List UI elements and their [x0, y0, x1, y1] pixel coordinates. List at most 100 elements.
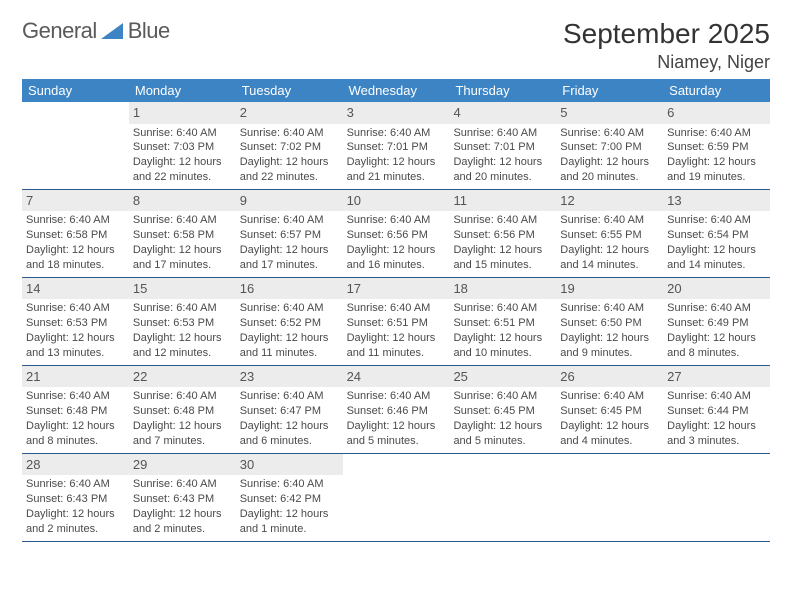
weeks-container: 1Sunrise: 6:40 AMSunset: 7:03 PMDaylight…: [22, 102, 770, 542]
day-number: 28: [22, 454, 129, 476]
sunset-text: Sunset: 7:02 PM: [240, 140, 339, 155]
week-row: 1Sunrise: 6:40 AMSunset: 7:03 PMDaylight…: [22, 102, 770, 190]
daylight-text: Daylight: 12 hours and 7 minutes.: [133, 419, 232, 449]
daylight-text: Daylight: 12 hours and 17 minutes.: [133, 243, 232, 273]
sunset-text: Sunset: 6:59 PM: [667, 140, 766, 155]
location: Niamey, Niger: [563, 52, 770, 73]
day-number: 6: [663, 102, 770, 124]
sunset-text: Sunset: 6:43 PM: [133, 492, 232, 507]
day-number: 5: [556, 102, 663, 124]
sunset-text: Sunset: 6:53 PM: [26, 316, 125, 331]
sunset-text: Sunset: 6:52 PM: [240, 316, 339, 331]
sunrise-text: Sunrise: 6:40 AM: [133, 477, 232, 492]
dow-thursday: Thursday: [449, 79, 556, 102]
sunrise-text: Sunrise: 6:40 AM: [133, 126, 232, 141]
daylight-text: Daylight: 12 hours and 2 minutes.: [133, 507, 232, 537]
day-number: 29: [129, 454, 236, 476]
sunrise-text: Sunrise: 6:40 AM: [240, 477, 339, 492]
day-number: 27: [663, 366, 770, 388]
day-number: 24: [343, 366, 450, 388]
day-cell: [663, 454, 770, 541]
sunset-text: Sunset: 6:48 PM: [26, 404, 125, 419]
daylight-text: Daylight: 12 hours and 22 minutes.: [133, 155, 232, 185]
day-number: 16: [236, 278, 343, 300]
daylight-text: Daylight: 12 hours and 2 minutes.: [26, 507, 125, 537]
week-row: 14Sunrise: 6:40 AMSunset: 6:53 PMDayligh…: [22, 278, 770, 366]
month-title: September 2025: [563, 18, 770, 50]
day-cell: 20Sunrise: 6:40 AMSunset: 6:49 PMDayligh…: [663, 278, 770, 365]
sunset-text: Sunset: 6:53 PM: [133, 316, 232, 331]
sunrise-text: Sunrise: 6:40 AM: [347, 213, 446, 228]
title-block: September 2025 Niamey, Niger: [563, 18, 770, 73]
sunrise-text: Sunrise: 6:40 AM: [240, 389, 339, 404]
dow-friday: Friday: [556, 79, 663, 102]
day-number: 12: [556, 190, 663, 212]
days-of-week-row: Sunday Monday Tuesday Wednesday Thursday…: [22, 79, 770, 102]
week-row: 28Sunrise: 6:40 AMSunset: 6:43 PMDayligh…: [22, 454, 770, 542]
sunset-text: Sunset: 6:43 PM: [26, 492, 125, 507]
sunrise-text: Sunrise: 6:40 AM: [133, 213, 232, 228]
day-number: 21: [22, 366, 129, 388]
logo-triangle-icon: [101, 23, 123, 44]
daylight-text: Daylight: 12 hours and 21 minutes.: [347, 155, 446, 185]
daylight-text: Daylight: 12 hours and 20 minutes.: [453, 155, 552, 185]
sunrise-text: Sunrise: 6:40 AM: [667, 389, 766, 404]
sunrise-text: Sunrise: 6:40 AM: [453, 213, 552, 228]
sunset-text: Sunset: 6:46 PM: [347, 404, 446, 419]
sunrise-text: Sunrise: 6:40 AM: [453, 389, 552, 404]
daylight-text: Daylight: 12 hours and 9 minutes.: [560, 331, 659, 361]
day-cell: 21Sunrise: 6:40 AMSunset: 6:48 PMDayligh…: [22, 366, 129, 453]
sunrise-text: Sunrise: 6:40 AM: [560, 126, 659, 141]
logo-text-2: Blue: [128, 18, 170, 43]
day-number: 19: [556, 278, 663, 300]
sunset-text: Sunset: 6:56 PM: [453, 228, 552, 243]
daylight-text: Daylight: 12 hours and 19 minutes.: [667, 155, 766, 185]
dow-tuesday: Tuesday: [236, 79, 343, 102]
day-number: 26: [556, 366, 663, 388]
sunset-text: Sunset: 6:54 PM: [667, 228, 766, 243]
day-cell: 11Sunrise: 6:40 AMSunset: 6:56 PMDayligh…: [449, 190, 556, 277]
day-cell: 26Sunrise: 6:40 AMSunset: 6:45 PMDayligh…: [556, 366, 663, 453]
day-number: 17: [343, 278, 450, 300]
day-number: 14: [22, 278, 129, 300]
sunrise-text: Sunrise: 6:40 AM: [133, 389, 232, 404]
sunset-text: Sunset: 6:58 PM: [133, 228, 232, 243]
dow-wednesday: Wednesday: [343, 79, 450, 102]
day-number: 10: [343, 190, 450, 212]
day-number: 2: [236, 102, 343, 124]
day-cell: 30Sunrise: 6:40 AMSunset: 6:42 PMDayligh…: [236, 454, 343, 541]
sunrise-text: Sunrise: 6:40 AM: [26, 301, 125, 316]
day-cell: 4Sunrise: 6:40 AMSunset: 7:01 PMDaylight…: [449, 102, 556, 189]
day-number: 3: [343, 102, 450, 124]
daylight-text: Daylight: 12 hours and 13 minutes.: [26, 331, 125, 361]
day-cell: 23Sunrise: 6:40 AMSunset: 6:47 PMDayligh…: [236, 366, 343, 453]
day-cell: 9Sunrise: 6:40 AMSunset: 6:57 PMDaylight…: [236, 190, 343, 277]
logo: General Blue: [22, 18, 170, 44]
daylight-text: Daylight: 12 hours and 10 minutes.: [453, 331, 552, 361]
daylight-text: Daylight: 12 hours and 12 minutes.: [133, 331, 232, 361]
calendar: Sunday Monday Tuesday Wednesday Thursday…: [22, 79, 770, 542]
day-number: 9: [236, 190, 343, 212]
daylight-text: Daylight: 12 hours and 3 minutes.: [667, 419, 766, 449]
day-number: 30: [236, 454, 343, 476]
daylight-text: Daylight: 12 hours and 14 minutes.: [560, 243, 659, 273]
sunrise-text: Sunrise: 6:40 AM: [240, 301, 339, 316]
daylight-text: Daylight: 12 hours and 4 minutes.: [560, 419, 659, 449]
daylight-text: Daylight: 12 hours and 1 minute.: [240, 507, 339, 537]
day-cell: 12Sunrise: 6:40 AMSunset: 6:55 PMDayligh…: [556, 190, 663, 277]
daylight-text: Daylight: 12 hours and 18 minutes.: [26, 243, 125, 273]
day-number: 18: [449, 278, 556, 300]
sunrise-text: Sunrise: 6:40 AM: [240, 126, 339, 141]
sunrise-text: Sunrise: 6:40 AM: [347, 389, 446, 404]
day-number: 7: [22, 190, 129, 212]
daylight-text: Daylight: 12 hours and 8 minutes.: [667, 331, 766, 361]
sunset-text: Sunset: 7:01 PM: [453, 140, 552, 155]
day-number: 20: [663, 278, 770, 300]
day-cell: 5Sunrise: 6:40 AMSunset: 7:00 PMDaylight…: [556, 102, 663, 189]
daylight-text: Daylight: 12 hours and 8 minutes.: [26, 419, 125, 449]
sunset-text: Sunset: 6:51 PM: [453, 316, 552, 331]
sunset-text: Sunset: 7:00 PM: [560, 140, 659, 155]
day-cell: 13Sunrise: 6:40 AMSunset: 6:54 PMDayligh…: [663, 190, 770, 277]
sunset-text: Sunset: 6:51 PM: [347, 316, 446, 331]
day-cell: 19Sunrise: 6:40 AMSunset: 6:50 PMDayligh…: [556, 278, 663, 365]
